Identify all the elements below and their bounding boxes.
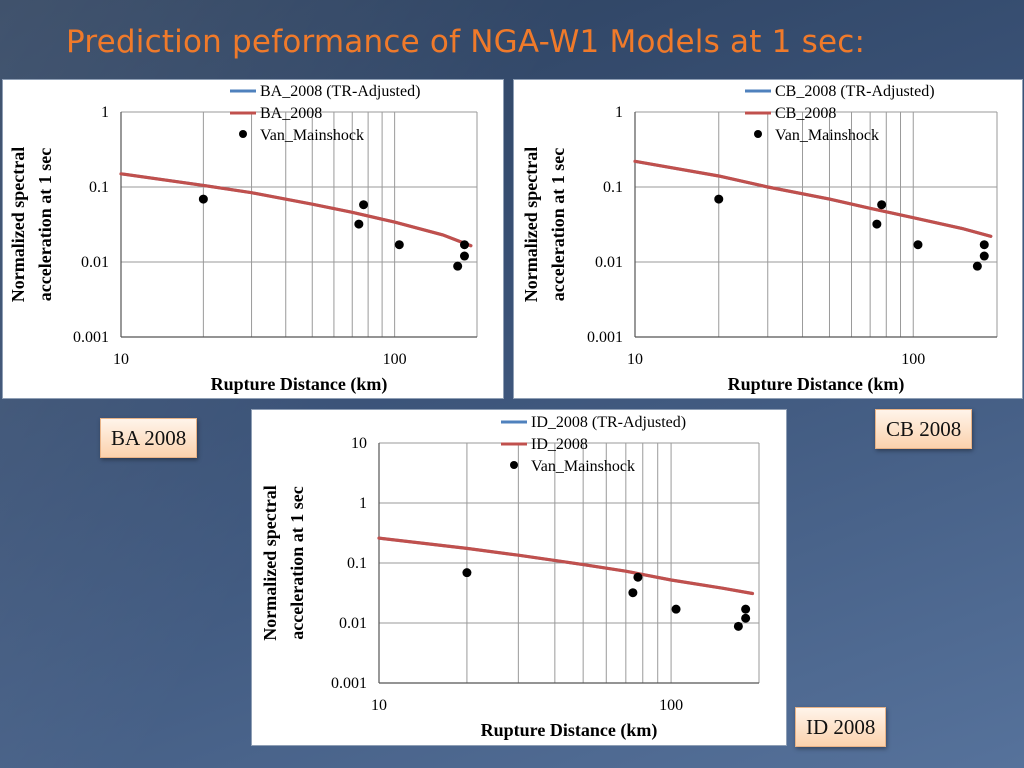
data-point-van-mainshock	[459, 240, 469, 250]
x-tick-label: 10	[113, 351, 129, 368]
x-tick-label: 100	[901, 351, 925, 368]
y-axis-label: Normalized spectral	[521, 147, 541, 302]
legend-entry: CB_2008 (TR-Adjusted)	[775, 83, 935, 100]
label-cb-2008: CB 2008	[875, 409, 973, 449]
series-line-tr-adjusted	[119, 172, 473, 248]
legend-entry: Van_Mainshock	[775, 127, 879, 144]
data-point-van-mainshock	[979, 240, 989, 250]
data-point-van-mainshock	[877, 200, 887, 210]
y-axis-label: acceleration at 1 sec	[287, 486, 307, 639]
data-point-van-mainshock	[459, 251, 469, 261]
chart-panel-cb: 1 0.1 0.01 0.001 10 100 Rupture Distance (km) N…	[513, 79, 1023, 399]
x-tick-label: 100	[383, 351, 407, 368]
data-point-van-mainshock	[979, 251, 989, 261]
y-tick-label: 0.001	[587, 329, 623, 346]
y-tick-label: 0.001	[73, 329, 109, 346]
data-point-van-mainshock	[671, 604, 681, 614]
legend: CB_2008 (TR-Adjusted) CB_2008 Van_Mainshoc…	[745, 83, 935, 144]
legend-marker	[239, 130, 247, 138]
data-point-van-mainshock	[872, 219, 882, 229]
label-id-2008: ID 2008	[795, 707, 887, 747]
y-tick-label: 1	[615, 104, 623, 121]
data-point-van-mainshock	[714, 194, 724, 204]
data-point-van-mainshock	[394, 240, 404, 250]
data-point-van-mainshock	[359, 200, 369, 210]
y-tick-label: 10	[351, 435, 367, 452]
legend-entry: ID_2008	[531, 436, 588, 453]
data-point-van-mainshock	[733, 621, 743, 631]
legend-entry: Van_Mainshock	[260, 127, 364, 144]
data-point-van-mainshock	[741, 613, 751, 623]
label-ba-2008: BA 2008	[100, 418, 198, 458]
legend-marker	[754, 130, 762, 138]
series-line-model	[119, 172, 473, 248]
x-gridlines	[202, 112, 478, 337]
x-tick-label: 10	[371, 697, 387, 714]
legend: ID_2008 (TR-Adjusted) ID_2008 Van_Mainshoc…	[501, 414, 686, 475]
y-axis-label: acceleration at 1 sec	[548, 148, 568, 301]
series-line-tr-adjusted	[633, 159, 993, 238]
x-axis-label: Rupture Distance (km)	[481, 720, 658, 741]
legend-entry: ID_2008 (TR-Adjusted)	[531, 414, 686, 431]
y-tick-label: 0.01	[595, 254, 623, 271]
y-axis-label: Normalized spectral	[260, 485, 280, 640]
y-tick-label: 0.01	[339, 615, 367, 632]
x-tick-label: 100	[659, 697, 683, 714]
data-point-van-mainshock	[633, 572, 643, 582]
data-point-van-mainshock	[453, 261, 463, 271]
y-tick-label: 0.1	[89, 179, 109, 196]
legend: BA_2008 (TR-Adjusted) BA_2008 Van_Mainshoc…	[230, 83, 420, 144]
series-line-model	[377, 536, 755, 596]
x-gridlines	[718, 112, 998, 337]
data-point-van-mainshock	[198, 194, 208, 204]
legend-entry: Van_Mainshock	[531, 458, 635, 475]
x-axis-label: Rupture Distance (km)	[728, 374, 905, 395]
y-axis-label: Normalized spectral	[8, 147, 28, 302]
data-point-van-mainshock	[354, 219, 364, 229]
chart-panel-id: 10 1 0.1 0.01 0.001 10 100 Rupture Distance (km…	[251, 409, 787, 746]
x-axis-label: Rupture Distance (km)	[211, 374, 388, 395]
legend-marker	[510, 461, 518, 469]
data-point-van-mainshock	[741, 604, 751, 614]
slide-title: Prediction peformance of NGA-W1 Models a…	[66, 24, 866, 60]
y-tick-label: 0.001	[331, 675, 367, 692]
y-tick-label: 1	[359, 495, 367, 512]
series-line-model	[633, 159, 993, 238]
chart-panel-ba: 1 0.1 0.01 0.001 10 100 Rupture Distance (km) N…	[2, 79, 504, 399]
legend-entry: BA_2008 (TR-Adjusted)	[260, 83, 420, 100]
y-tick-label: 1	[101, 104, 109, 121]
data-point-van-mainshock	[462, 568, 472, 578]
data-point-van-mainshock	[972, 261, 982, 271]
data-point-van-mainshock	[628, 588, 638, 598]
y-tick-label: 0.01	[81, 254, 109, 271]
y-axis-label: acceleration at 1 sec	[35, 148, 55, 301]
y-tick-label: 0.1	[603, 179, 623, 196]
legend-entry: CB_2008	[775, 105, 836, 122]
y-tick-label: 0.1	[347, 555, 367, 572]
legend-entry: BA_2008	[260, 105, 322, 122]
data-point-van-mainshock	[913, 240, 923, 250]
x-tick-label: 10	[627, 351, 643, 368]
